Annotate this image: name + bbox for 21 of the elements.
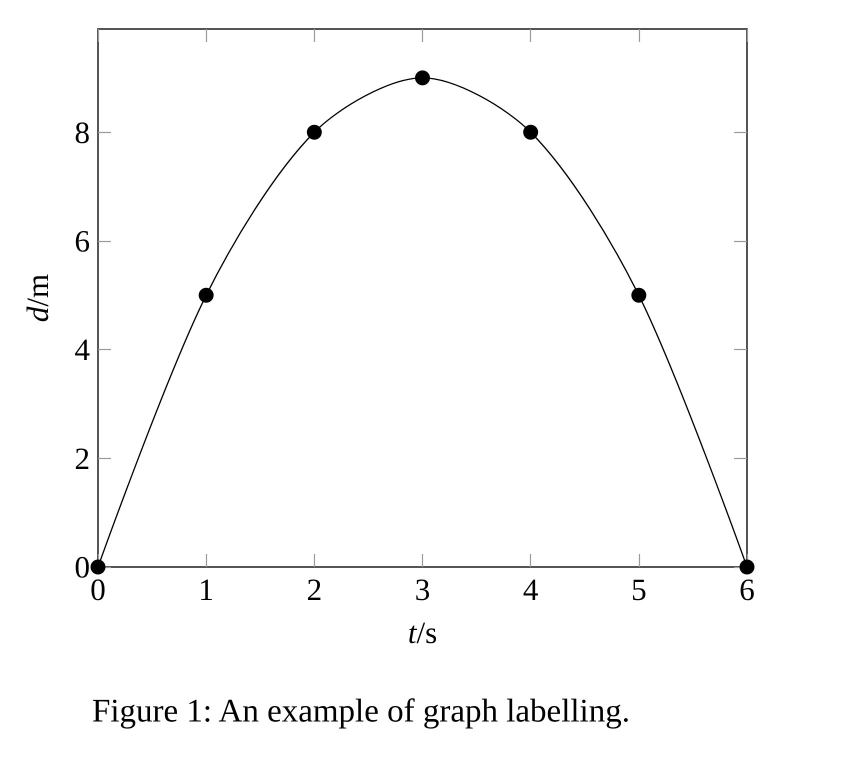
x-tick-label: 1 bbox=[198, 572, 214, 607]
caption: Figure 1: An example of graph labelling. bbox=[92, 694, 630, 730]
x-tick-label: 4 bbox=[522, 572, 539, 607]
point bbox=[198, 288, 214, 303]
point bbox=[306, 124, 322, 140]
point bbox=[740, 560, 754, 574]
x-tick-label: 5 bbox=[631, 572, 647, 607]
x-tick-label: 6 bbox=[739, 572, 755, 607]
y-tick-label: 0 bbox=[74, 550, 90, 584]
y-axis-title: d/m bbox=[20, 274, 55, 322]
y-tick-label: 2 bbox=[74, 440, 90, 476]
y-tick-label: 8 bbox=[74, 114, 90, 150]
x-tick-label: 2 bbox=[306, 572, 322, 607]
point bbox=[415, 70, 430, 86]
y-tick-label: 6 bbox=[74, 223, 90, 258]
point bbox=[523, 124, 538, 140]
x-tick-label: 3 bbox=[414, 572, 430, 607]
x-axis-title: t/s bbox=[408, 615, 438, 650]
point bbox=[631, 288, 646, 303]
y-tick-label: 4 bbox=[74, 332, 90, 368]
point bbox=[90, 560, 106, 574]
